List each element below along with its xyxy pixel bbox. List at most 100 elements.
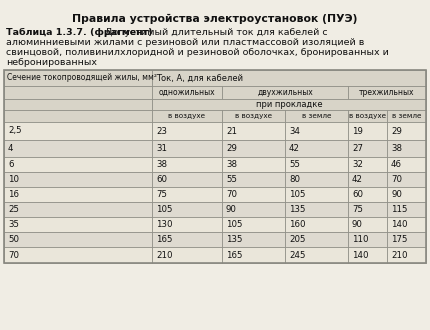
Text: трехжильных: трехжильных: [359, 88, 415, 97]
Text: 70: 70: [8, 250, 19, 259]
Bar: [152, 217, 222, 232]
Bar: [285, 247, 348, 263]
Text: 32: 32: [352, 160, 363, 169]
Text: 19: 19: [352, 126, 363, 136]
Bar: [4, 110, 152, 122]
Text: 165: 165: [156, 235, 172, 244]
Text: 50: 50: [8, 235, 19, 244]
Text: 35: 35: [8, 220, 19, 229]
Bar: [387, 122, 426, 140]
Text: 60: 60: [352, 190, 363, 199]
Bar: [222, 86, 348, 99]
Text: при прокладке: при прокладке: [256, 100, 322, 109]
Bar: [348, 110, 387, 122]
Text: свинцовой, поливинилхлоридной и резиновой оболочках, бронированных и: свинцовой, поливинилхлоридной и резиново…: [6, 48, 389, 57]
Text: 55: 55: [289, 160, 300, 169]
Text: 165: 165: [226, 250, 243, 259]
Text: 105: 105: [289, 190, 305, 199]
Bar: [348, 157, 387, 172]
Bar: [4, 70, 152, 86]
Text: 70: 70: [226, 190, 237, 199]
Bar: [348, 172, 387, 187]
Bar: [348, 140, 387, 157]
Text: 16: 16: [8, 190, 19, 199]
Bar: [348, 232, 387, 247]
Bar: [285, 172, 348, 187]
Bar: [4, 99, 152, 110]
Bar: [222, 157, 285, 172]
Text: 29: 29: [226, 144, 237, 153]
Text: 31: 31: [156, 144, 167, 153]
Text: Сечение токопроводящей жилы, мм²: Сечение токопроводящей жилы, мм²: [7, 74, 157, 82]
Text: 25: 25: [8, 205, 19, 214]
Text: Ток, А, для кабелей: Ток, А, для кабелей: [156, 74, 243, 82]
Text: 27: 27: [352, 144, 363, 153]
Bar: [222, 172, 285, 187]
Text: Допустимый длительный ток для кабелей с: Допустимый длительный ток для кабелей с: [102, 28, 328, 37]
Text: в воздухе: в воздухе: [169, 113, 206, 119]
Text: в земле: в земле: [302, 113, 331, 119]
Text: 140: 140: [352, 250, 369, 259]
Text: 210: 210: [391, 250, 408, 259]
Text: 38: 38: [391, 144, 402, 153]
Text: 46: 46: [391, 160, 402, 169]
Bar: [152, 86, 222, 99]
Bar: [348, 86, 426, 99]
Text: 2,5: 2,5: [8, 126, 22, 136]
Text: 38: 38: [226, 160, 237, 169]
Text: 135: 135: [289, 205, 305, 214]
Text: 75: 75: [352, 205, 363, 214]
Bar: [285, 157, 348, 172]
Bar: [285, 110, 348, 122]
Bar: [152, 247, 222, 263]
Bar: [152, 232, 222, 247]
Bar: [152, 70, 426, 86]
Bar: [348, 202, 387, 217]
Bar: [387, 247, 426, 263]
Text: 135: 135: [226, 235, 243, 244]
Bar: [285, 187, 348, 202]
Text: 90: 90: [226, 205, 237, 214]
Bar: [4, 70, 426, 263]
Bar: [387, 172, 426, 187]
Bar: [152, 110, 222, 122]
Bar: [4, 86, 152, 99]
Text: одножильных: одножильных: [159, 88, 215, 97]
Bar: [222, 122, 285, 140]
Bar: [152, 202, 222, 217]
Text: 105: 105: [226, 220, 243, 229]
Bar: [4, 247, 152, 263]
Text: в воздухе: в воздухе: [349, 113, 386, 119]
Bar: [222, 232, 285, 247]
Text: 10: 10: [8, 175, 19, 184]
Bar: [387, 217, 426, 232]
Text: 115: 115: [391, 205, 408, 214]
Bar: [4, 187, 152, 202]
Bar: [285, 217, 348, 232]
Bar: [152, 122, 222, 140]
Bar: [4, 217, 152, 232]
Text: Таблица 1.3.7. (фрагмент): Таблица 1.3.7. (фрагмент): [6, 28, 153, 37]
Bar: [4, 122, 152, 140]
Text: 140: 140: [391, 220, 408, 229]
Text: 42: 42: [289, 144, 300, 153]
Text: 34: 34: [289, 126, 300, 136]
Bar: [4, 140, 152, 157]
Bar: [387, 140, 426, 157]
Bar: [222, 140, 285, 157]
Text: небронированных: небронированных: [6, 58, 97, 67]
Bar: [152, 172, 222, 187]
Text: 210: 210: [156, 250, 172, 259]
Text: 42: 42: [352, 175, 363, 184]
Bar: [222, 247, 285, 263]
Text: 6: 6: [8, 160, 13, 169]
Text: 75: 75: [156, 190, 167, 199]
Text: 90: 90: [352, 220, 363, 229]
Text: 29: 29: [391, 126, 402, 136]
Bar: [387, 232, 426, 247]
Bar: [348, 217, 387, 232]
Text: в воздухе: в воздухе: [235, 113, 272, 119]
Text: 175: 175: [391, 235, 408, 244]
Bar: [152, 99, 426, 110]
Text: 160: 160: [289, 220, 305, 229]
